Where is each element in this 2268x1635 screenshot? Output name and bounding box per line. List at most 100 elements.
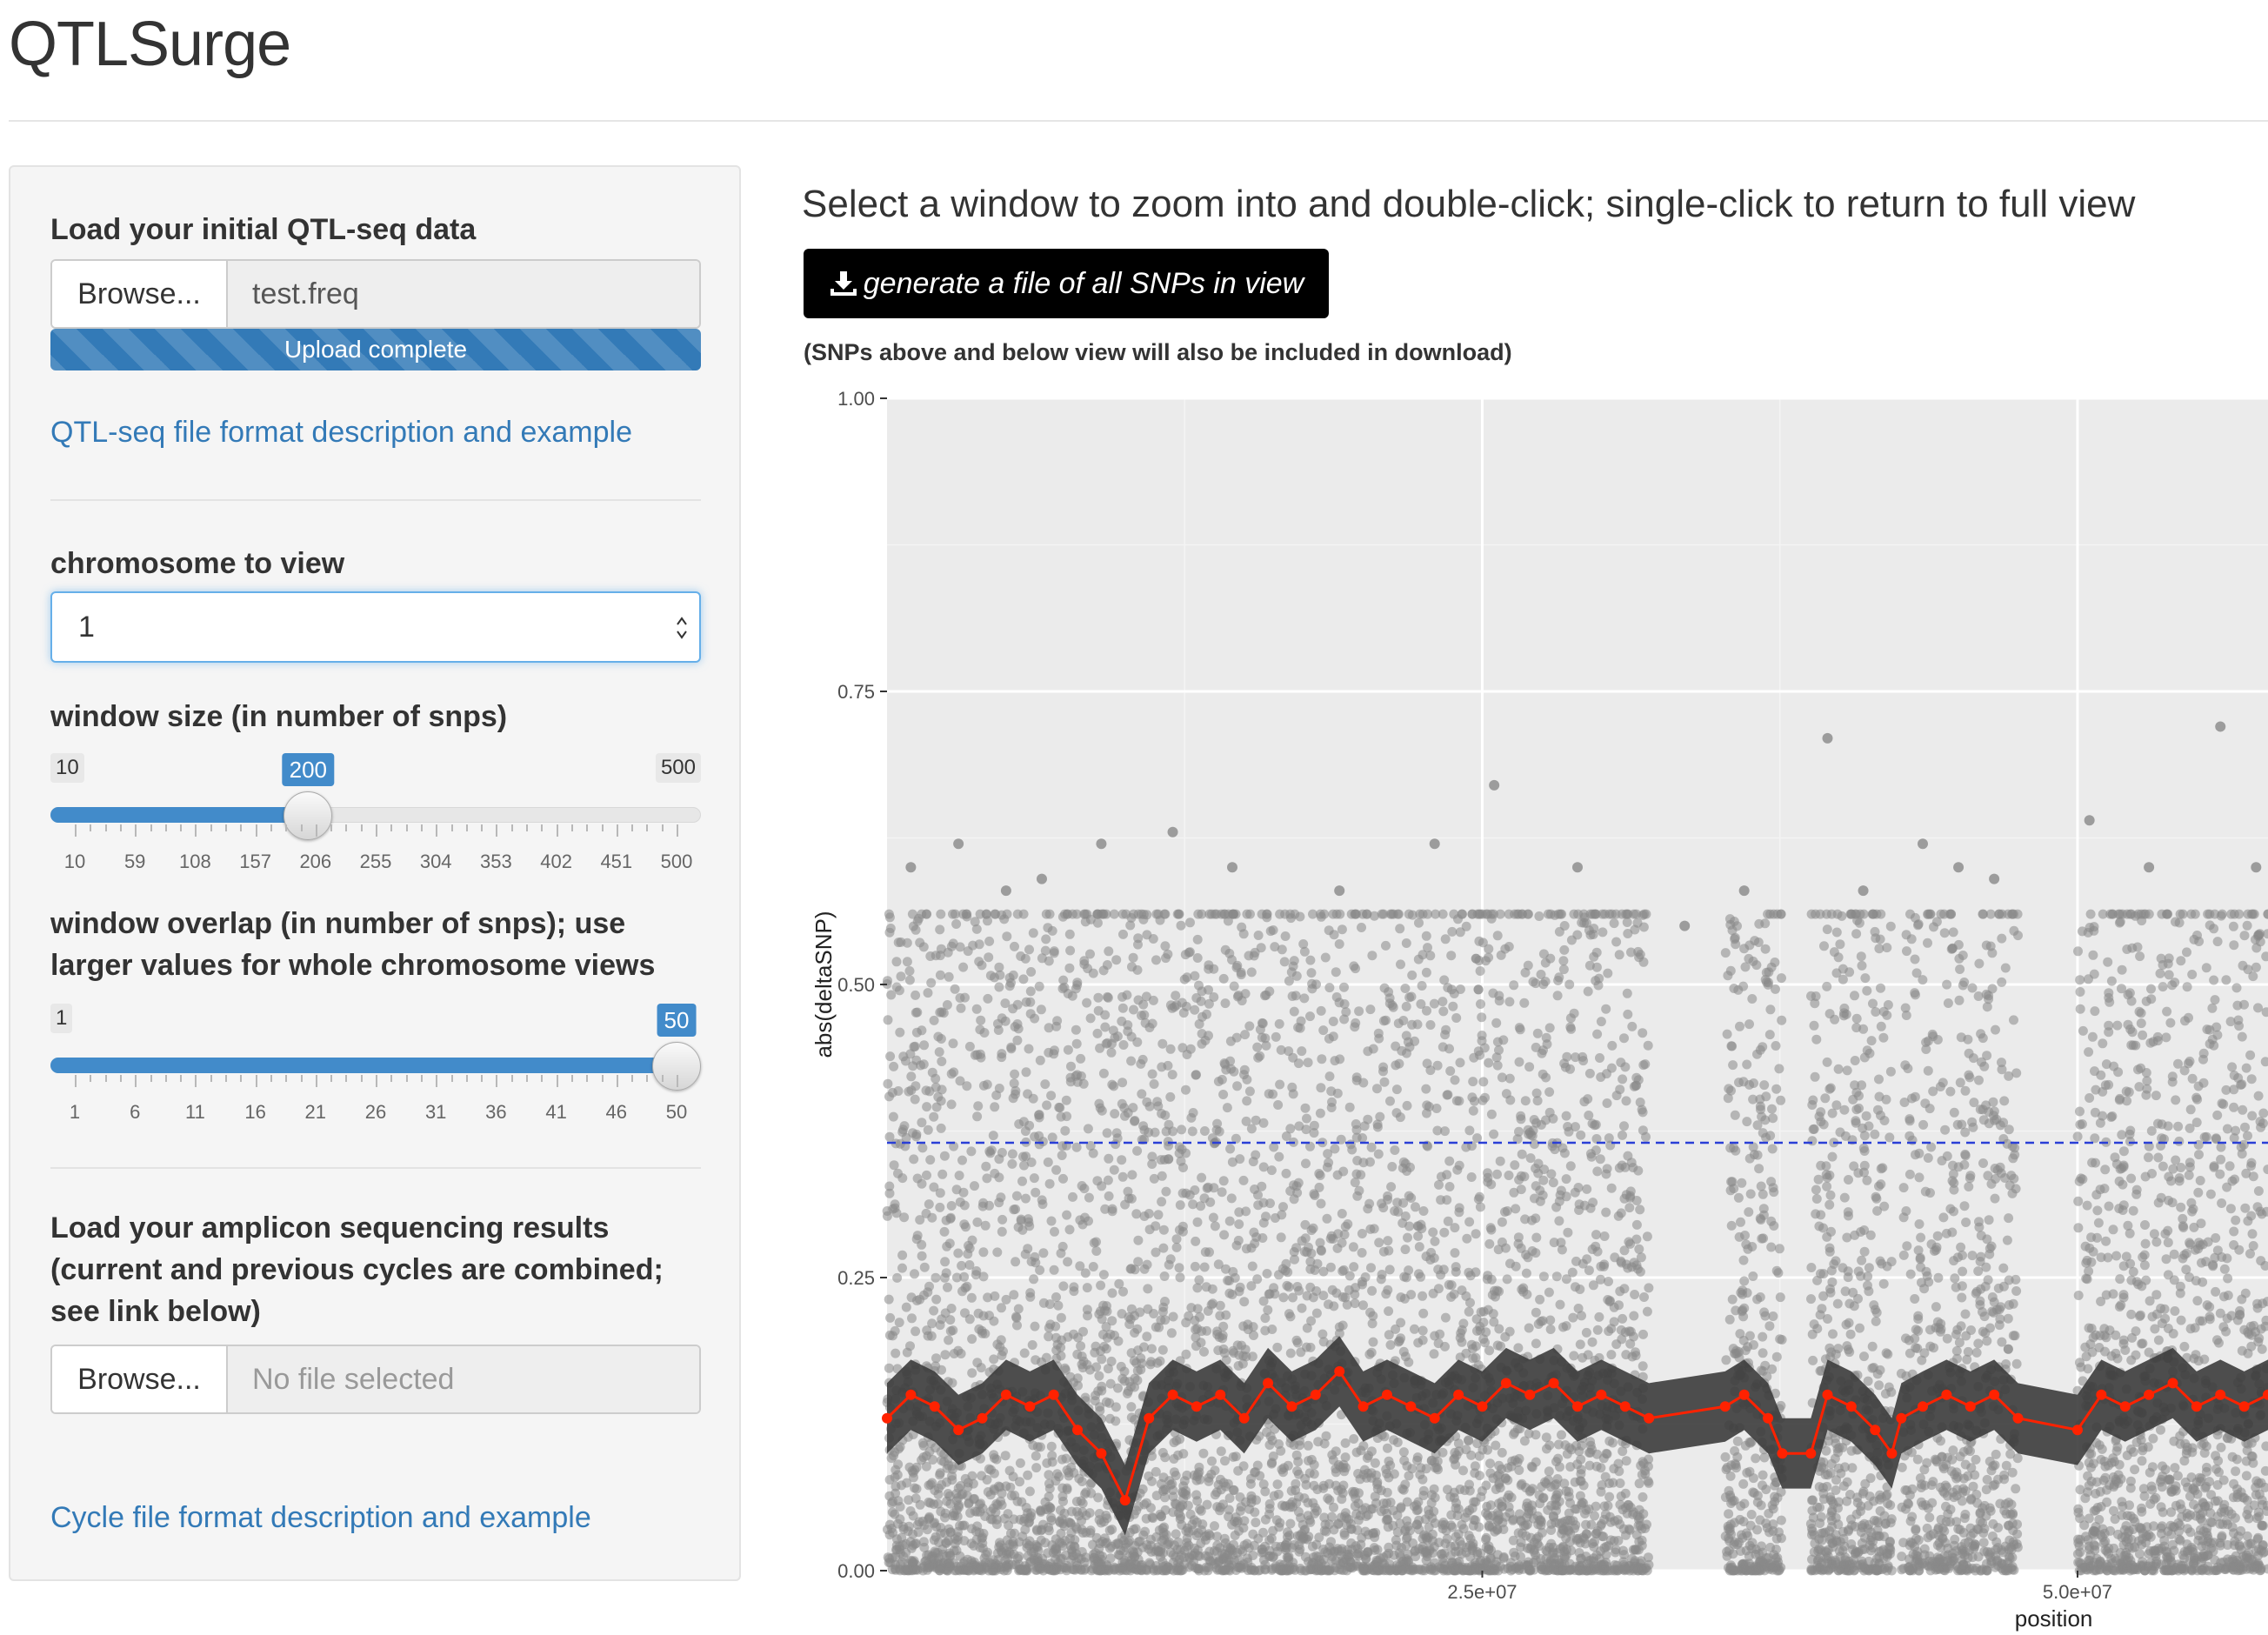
snp-point [1351,1124,1362,1135]
qtl-format-link[interactable]: QTL-seq file format description and exam… [50,416,632,449]
snp-point [983,993,993,1004]
snp-point [2117,1130,2127,1140]
snp-point [1450,1075,1460,1085]
snp-point [1199,1262,1210,1272]
snp-point [1553,976,1564,985]
snp-point [1531,1248,1541,1258]
slider-minor-tick [285,824,288,831]
cycle-format-link[interactable]: Cycle file format description and exampl… [50,1501,591,1534]
slider-tick-label: 1 [69,1101,81,1123]
snp-point [1210,1521,1219,1532]
download-snps-button[interactable]: generate a file of all SNPs in view [804,249,1329,318]
snp-point [1000,1451,1011,1461]
snp-point [2151,1237,2162,1247]
snp-point [1153,1210,1164,1220]
snp-point [1009,1078,1019,1089]
snp-point [1475,1202,1485,1212]
snp-point [1264,1289,1274,1299]
snp-point [1949,1107,1959,1118]
snp-point [1383,1236,1393,1246]
snp-point [950,984,960,994]
snp-point [2100,1080,2111,1091]
snp-point [1218,1321,1229,1331]
qtl-file-input[interactable]: Browse... test.freq [50,259,701,329]
snp-point [1981,1262,1991,1272]
snp-point [1101,1322,1111,1332]
snp-point [904,966,915,976]
slider-major-tick [556,1075,558,1087]
snp-point [1618,1446,1628,1457]
snp-point [1599,1231,1610,1241]
snp-point [1044,1470,1054,1480]
spinner-arrows-icon[interactable] [673,612,690,644]
snp-point [1598,1453,1609,1464]
snp-point [2103,1252,2113,1263]
snp-point [1897,1552,1907,1562]
snp-point [1618,1130,1627,1140]
snp-point [2166,1529,2177,1539]
snp-point [1960,1085,1971,1096]
snp-point [1166,1328,1177,1338]
snp-point [1513,1343,1524,1353]
snp-point [899,1121,910,1131]
snp-point [2260,1261,2268,1271]
window-size-slider[interactable]: 10 500 200 10 59 108 157 206 255 304 353 402 451 5… [50,753,701,875]
snp-point [1025,986,1036,997]
snp-point [1913,1245,1924,1256]
snp-point [1544,1466,1554,1477]
snp-point [1997,933,2007,944]
snp-point [1260,991,1270,1001]
snp-point [2187,970,2198,979]
snp-point [2212,1110,2223,1120]
deltasnp-plot[interactable]: 0.00 0.25 0.50 0.75 1.00 2.5e+07 5.0e+07 positi… [800,383,2268,1635]
snp-point [997,1147,1007,1158]
snp-point [1768,1113,1778,1124]
amplicon-file-input[interactable]: Browse... No file selected [50,1345,701,1414]
snp-point [2198,1316,2208,1326]
snp-point [1302,1113,1311,1124]
snp-point [2073,1223,2084,1233]
snp-point [1990,1193,2000,1204]
snp-point [1979,1061,1990,1071]
slider-minor-tick [601,824,604,831]
snp-point [1564,1126,1574,1137]
qtl-browse-button[interactable]: Browse... [52,261,228,327]
slider-fill [50,807,309,823]
snp-point [1884,1132,1895,1143]
amplicon-browse-button[interactable]: Browse... [52,1346,228,1412]
snp-point [957,1260,967,1271]
snp-point [1493,1245,1504,1255]
snp-point [2141,1068,2151,1078]
snp-point [1520,1096,1531,1106]
snp-point [1739,1498,1750,1509]
snp-point [1945,1204,1956,1214]
snp-point [1514,1057,1524,1067]
snp-point [964,1243,975,1253]
snp-point [929,1015,939,1025]
chromosome-input[interactable]: 1 [50,591,701,663]
snp-point [1110,1109,1120,1119]
snp-point [983,916,992,926]
slider-minor-tick [526,824,528,831]
chart-svg[interactable]: 0.000.250.500.751.002.5e+07 5.0e+07positi… [800,383,2268,1635]
slider-minor-tick [90,1075,92,1082]
snp-point [2078,1025,2088,1036]
snp-point [1541,1545,1551,1556]
snp-point [1767,1364,1778,1374]
snp-point [1406,991,1417,1002]
snp-point [2246,1158,2257,1168]
snp-point [2196,1218,2206,1229]
slider-minor-tick [510,824,513,831]
snp-point [2072,1131,2083,1142]
snp-point [1151,1221,1161,1231]
snp-point [1886,1387,1897,1398]
snp-point [2104,992,2114,1003]
snp-point [1351,1018,1361,1028]
snp-point [1235,1282,1245,1292]
snp-point [1080,1268,1091,1278]
snp-point [2167,1198,2178,1208]
download-button-label: generate a file of all SNPs in view [863,266,1304,300]
slider-handle[interactable] [284,791,333,840]
snp-point [2240,1122,2250,1132]
